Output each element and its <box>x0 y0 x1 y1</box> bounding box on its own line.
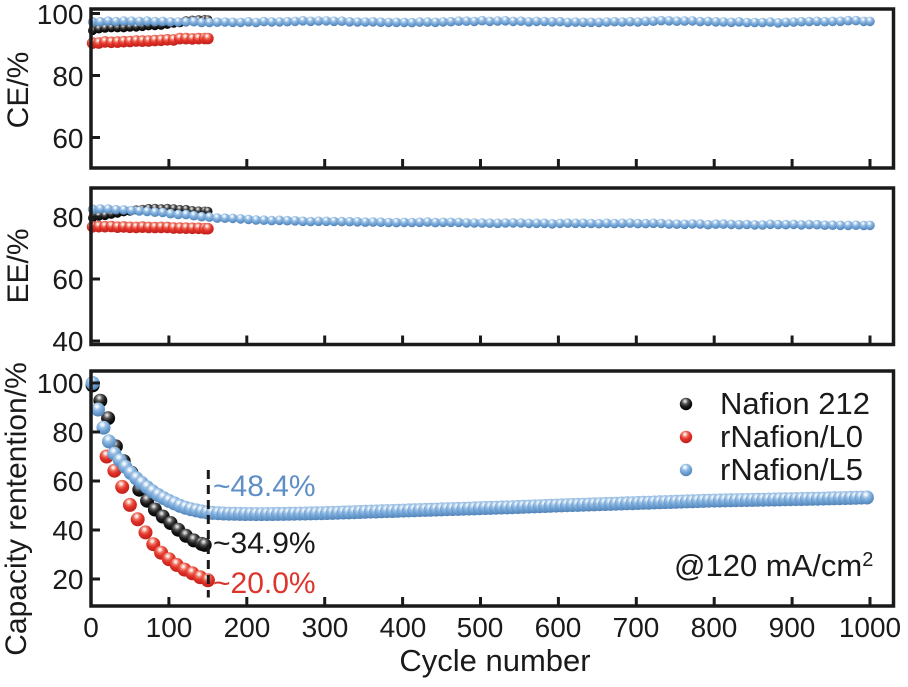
svg-text:~34.9%: ~34.9% <box>213 527 316 560</box>
svg-text:1000: 1000 <box>839 612 901 643</box>
svg-text:60: 60 <box>52 466 83 497</box>
svg-text:100: 100 <box>146 612 193 643</box>
svg-text:Cycle number: Cycle number <box>399 643 590 678</box>
svg-text:80: 80 <box>52 61 83 92</box>
svg-text:400: 400 <box>380 612 427 643</box>
svg-text:40: 40 <box>52 515 83 546</box>
svg-text:@120 mA/cm2: @120 mA/cm2 <box>674 548 873 583</box>
svg-text:500: 500 <box>457 612 504 643</box>
svg-text:700: 700 <box>613 612 660 643</box>
svg-text:0: 0 <box>83 612 99 643</box>
svg-text:80: 80 <box>52 417 83 448</box>
svg-text:100: 100 <box>37 0 84 30</box>
svg-text:600: 600 <box>535 612 582 643</box>
svg-text:rNafion/L5: rNafion/L5 <box>720 452 863 487</box>
svg-text:CE/%: CE/% <box>2 52 35 129</box>
svg-text:80: 80 <box>52 202 83 233</box>
svg-text:20: 20 <box>52 564 83 595</box>
svg-text:EE/%: EE/% <box>2 228 35 303</box>
svg-text:300: 300 <box>302 612 349 643</box>
svg-text:60: 60 <box>52 264 83 295</box>
svg-text:Capacity rentention/%: Capacity rentention/% <box>0 362 33 656</box>
svg-text:rNafion/L0: rNafion/L0 <box>720 419 863 454</box>
svg-text:100: 100 <box>37 368 84 399</box>
svg-text:200: 200 <box>224 612 271 643</box>
svg-text:~48.4%: ~48.4% <box>213 470 316 503</box>
svg-text:~20.0%: ~20.0% <box>213 567 316 600</box>
svg-text:40: 40 <box>52 326 83 357</box>
svg-text:800: 800 <box>691 612 738 643</box>
svg-text:900: 900 <box>769 612 816 643</box>
svg-text:60: 60 <box>52 123 83 154</box>
svg-text:Nafion 212: Nafion 212 <box>720 386 870 421</box>
